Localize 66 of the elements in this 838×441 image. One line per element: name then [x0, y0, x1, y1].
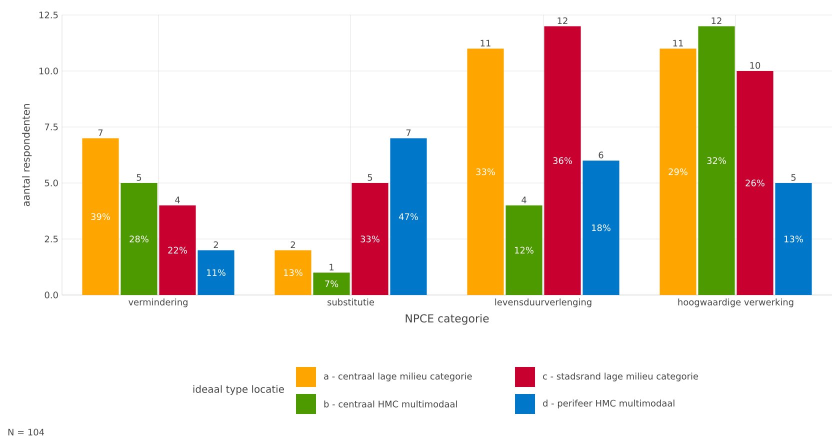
- annotation: 13%: [284, 269, 302, 276]
- legend-label: d - perifeer HMC multimodaal: [543, 400, 674, 408]
- legend-title: ideaal type locatie: [193, 385, 284, 395]
- data-label: 10: [750, 62, 760, 69]
- data-label: 7: [98, 129, 103, 136]
- bar: [82, 138, 119, 295]
- data-label: 11: [480, 40, 490, 46]
- data-label: 5: [791, 174, 796, 181]
- data-label: 5: [136, 174, 142, 181]
- bar: [698, 26, 735, 295]
- legend-label: b - centraal HMC multimodaal: [324, 400, 457, 408]
- bar: [506, 205, 542, 295]
- data-label: 2: [214, 241, 218, 248]
- annotation: 32%: [707, 157, 726, 164]
- data-label: 4: [522, 196, 526, 204]
- data-label: 7: [406, 129, 411, 136]
- bar: [198, 250, 234, 295]
- x-tick-label: substitutie: [328, 298, 374, 306]
- data-label: 11: [673, 40, 683, 46]
- legend-label: c - stadsrand lage milieu categorie: [543, 372, 698, 382]
- annotation: 26%: [746, 180, 764, 186]
- data-label: 2: [290, 241, 295, 248]
- annotation: 13%: [784, 236, 803, 242]
- annotation: 39%: [91, 213, 110, 220]
- data-label: 1: [330, 264, 334, 270]
- annotation: 18%: [592, 224, 610, 232]
- annotation: 33%: [476, 168, 495, 176]
- data-label: 5: [368, 174, 372, 181]
- y-tick-label: 7.5: [44, 124, 58, 130]
- bar: [313, 272, 350, 295]
- bar: [120, 182, 158, 295]
- x-tick-label: vermindering: [128, 298, 188, 308]
- bar: [274, 250, 312, 295]
- annotation: 36%: [553, 157, 572, 164]
- y-tick-label: 12.5: [40, 12, 58, 18]
- annotation: 29%: [668, 168, 688, 176]
- bar: [467, 48, 504, 295]
- y-tick-label: 10.0: [40, 68, 58, 74]
- y-tick-label: 2.5: [44, 236, 58, 242]
- annotation: 11%: [207, 269, 226, 276]
- annotation: 22%: [168, 246, 187, 254]
- text: N = 104: [8, 428, 44, 436]
- y-tick-label: 5.0: [44, 180, 58, 186]
- bar: [544, 26, 581, 295]
- annotation: 33%: [360, 236, 380, 242]
- x-axis-title: NPCE categorie: [406, 314, 489, 325]
- x-tick-label: hoogwaardige verwerking: [678, 298, 794, 308]
- bar: [390, 138, 427, 295]
- bar: [736, 70, 774, 295]
- data-label: 12: [558, 17, 568, 24]
- bar: [159, 205, 196, 295]
- data-label: 12: [712, 17, 722, 24]
- y-axis-title: aantal respondenten: [22, 104, 32, 206]
- bar: [660, 48, 696, 295]
- data-label: 4: [175, 196, 180, 204]
- annotation: 28%: [130, 236, 148, 242]
- legend-label: a - centraal lage milieu categorie: [324, 372, 472, 382]
- data-label: 6: [598, 152, 604, 158]
- annotation: 12%: [515, 246, 534, 254]
- x-tick-label: levensduurverlenging: [495, 298, 592, 308]
- y-tick-label: 0.0: [44, 292, 58, 298]
- bar: [352, 182, 388, 295]
- bar: [582, 160, 620, 295]
- annotation: 47%: [398, 213, 418, 220]
- bar: [775, 182, 812, 295]
- annotation: 7%: [325, 280, 338, 288]
